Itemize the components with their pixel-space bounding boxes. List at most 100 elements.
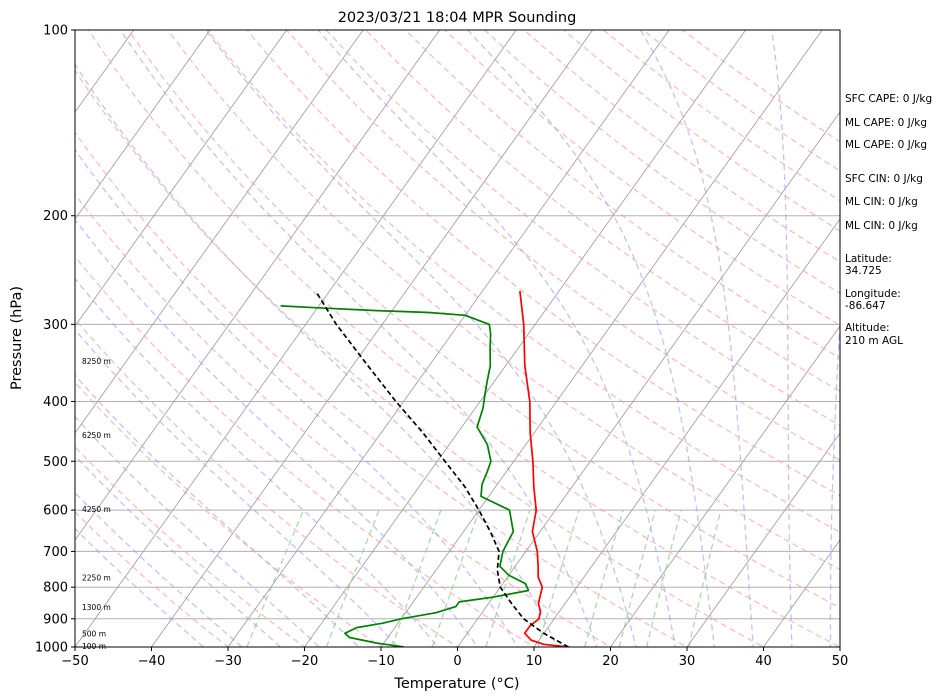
isotherm-line <box>75 30 364 434</box>
isotherm-line <box>457 111 840 647</box>
dry-adiabat-line <box>246 30 840 497</box>
dry-adiabat-line <box>75 511 230 647</box>
dry-adiabat-line <box>206 30 840 533</box>
moist-adiabat-line <box>829 309 840 647</box>
y-tick-label: 200 <box>43 209 68 224</box>
sfc-cin-text: SFC CIN: 0 J/kg <box>845 173 923 185</box>
latitude-value: 34.725 <box>845 265 882 277</box>
chart-title: 2023/03/21 18:04 MPR Sounding <box>338 10 577 26</box>
mixing-ratio-line <box>431 509 480 647</box>
mixing-ratio-line <box>618 509 657 647</box>
isotherm-line <box>75 30 211 220</box>
info-panel: SFC CAPE: 0 J/kg ML CAPE: 0 J/kg ML CAPE… <box>845 93 932 347</box>
altitude-value: 210 m AGL <box>845 335 903 347</box>
sfc-cape-text: SFC CAPE: 0 J/kg <box>845 93 932 105</box>
mixing-ratio-line <box>246 509 305 647</box>
longitude-label: Longitude: <box>845 288 901 300</box>
isotherm-line <box>227 30 670 647</box>
isotherm-line <box>610 325 840 647</box>
y-tick-label: 500 <box>43 455 68 470</box>
dry-adiabat-line <box>75 255 536 647</box>
moist-adiabat-line <box>75 454 282 647</box>
mixing-ratio-line <box>688 509 722 647</box>
y-tick-label: 700 <box>43 545 68 560</box>
isotherm-line <box>151 30 594 647</box>
mixing-ratio-line <box>485 509 531 647</box>
moist-adiabat-line <box>639 30 754 647</box>
x-tick-label: −40 <box>138 654 165 669</box>
moist-adiabat-line <box>75 277 439 647</box>
x-tick-label: 30 <box>679 654 696 669</box>
dry-adiabat-line <box>75 131 689 647</box>
isotherm-line <box>763 539 840 647</box>
moist-adiabat-line <box>75 218 479 647</box>
x-tick-label: −10 <box>367 654 394 669</box>
x-tick-label: 50 <box>832 654 849 669</box>
moist-adiabat-line <box>75 374 360 647</box>
mixing-ratio-line <box>391 509 442 647</box>
dry-adiabat-line <box>88 30 840 647</box>
height-label: 8250 m <box>82 357 111 366</box>
plot-frame <box>74 29 841 648</box>
y-tick-label: 600 <box>43 504 68 519</box>
height-label: 1300 m <box>82 603 111 612</box>
temperature-series-line <box>519 291 569 647</box>
x-tick-label: −20 <box>291 654 318 669</box>
height-label: 100 m <box>82 642 106 651</box>
y-tick-label: 1000 <box>35 641 68 656</box>
moist-adiabat-line <box>317 30 676 647</box>
x-tick-label: 10 <box>526 654 543 669</box>
parcel-series-line <box>314 290 569 647</box>
mixing-ratio-line <box>325 509 380 647</box>
mixing-ratio-line <box>584 509 624 647</box>
height-label: 6250 m <box>82 431 111 440</box>
longitude-value: -86.647 <box>845 300 886 312</box>
y-tick-label: 400 <box>43 395 68 410</box>
moist-adiabat-line <box>771 30 793 647</box>
y-tick-label: 300 <box>43 318 68 333</box>
isotherm-line <box>380 30 823 647</box>
height-label: 4250 m <box>82 505 111 514</box>
x-axis-label: Temperature (°C) <box>393 676 519 692</box>
isotherm-line <box>75 30 517 647</box>
altitude-label: Altitude: <box>845 322 890 334</box>
dry-adiabat-line <box>167 30 840 571</box>
moist-adiabat-line <box>205 30 637 647</box>
moist-adiabat-line <box>75 491 243 647</box>
y-tick-label: 100 <box>43 24 68 39</box>
isotherm-line <box>686 432 840 647</box>
moist-adiabat-line <box>75 148 519 647</box>
dry-adiabat-line <box>75 69 765 647</box>
ml-cape-text-2: ML CAPE: 0 J/kg <box>845 139 927 151</box>
dry-adiabat-line <box>127 30 840 609</box>
latitude-label: Latitude: <box>845 253 892 265</box>
y-axis-label: Pressure (hPa) <box>9 286 25 390</box>
isotherm-line <box>75 30 441 541</box>
ml-cin-text-2: ML CIN: 0 J/kg <box>845 220 918 232</box>
moist-adiabat-line <box>119 30 598 647</box>
moist-adiabat-line <box>467 30 716 647</box>
mixing-ratio-line <box>537 509 580 647</box>
isotherm-line <box>75 30 288 327</box>
dry-adiabat-line <box>75 193 612 647</box>
dry-adiabat-line <box>365 30 840 393</box>
mixing-ratio-line <box>645 509 682 647</box>
height-label: 500 m <box>82 630 106 639</box>
moist-adiabat-line <box>75 415 321 647</box>
dry-adiabat-line <box>404 30 840 359</box>
dewpoint-series-line <box>280 305 530 647</box>
isotherm-line <box>304 30 747 647</box>
y-tick-label: 900 <box>43 612 68 627</box>
dry-adiabat-line <box>75 445 306 647</box>
x-tick-label: 0 <box>453 654 461 669</box>
x-tick-label: −50 <box>61 654 88 669</box>
height-label: 2250 m <box>82 574 111 583</box>
x-tick-label: 40 <box>755 654 772 669</box>
ml-cin-text: ML CIN: 0 J/kg <box>845 196 918 208</box>
x-tick-label: −30 <box>214 654 241 669</box>
moist-adiabat-line <box>75 328 399 647</box>
y-tick-label: 800 <box>43 581 68 596</box>
dry-adiabat-line <box>286 30 840 461</box>
moist-adiabat-line <box>75 63 558 647</box>
